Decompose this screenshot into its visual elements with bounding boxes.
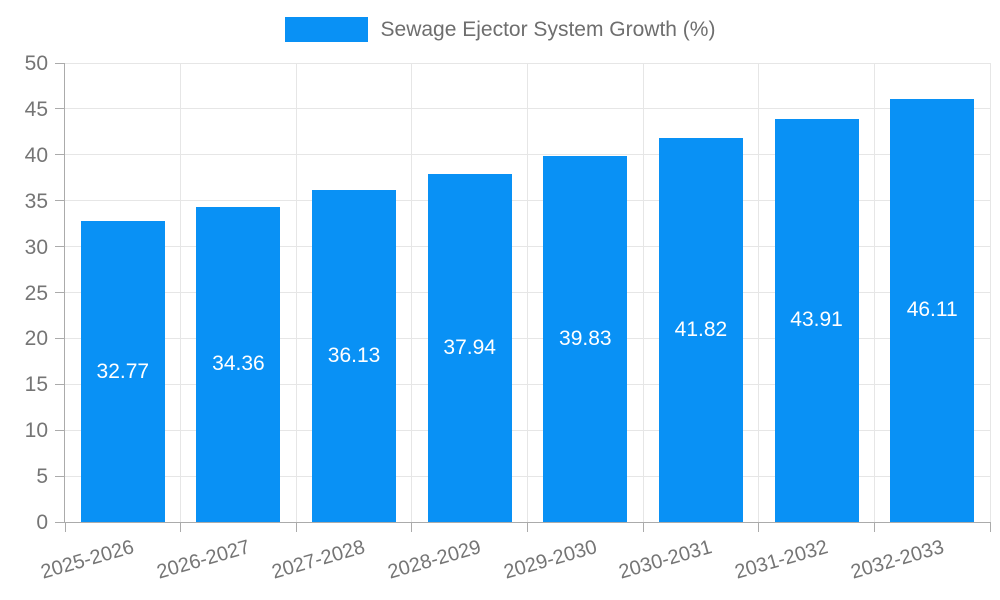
legend-swatch[interactable] — [284, 17, 368, 42]
gridline-vertical — [989, 63, 991, 522]
x-tick-label: 2027-2028 — [269, 536, 368, 584]
y-axis-tick — [55, 154, 65, 156]
y-tick-label: 50 — [24, 52, 48, 75]
bar-value-label: 39.83 — [559, 327, 612, 351]
bar[interactable] — [543, 156, 628, 522]
y-axis-tick — [55, 337, 65, 339]
gridline-vertical — [873, 63, 875, 522]
x-tick-label: 2026-2027 — [154, 536, 253, 584]
y-tick-label: 10 — [24, 419, 48, 443]
x-axis-tick — [527, 522, 528, 532]
gridline-vertical — [758, 63, 760, 522]
x-tick-label: 2025-2026 — [38, 536, 137, 584]
y-axis-tick — [55, 429, 65, 431]
y-axis-tick — [55, 200, 65, 202]
y-axis-tick — [55, 246, 65, 248]
bar-value-label: 37.94 — [443, 335, 496, 359]
gridline-vertical — [295, 63, 297, 522]
gridline-vertical — [527, 63, 528, 522]
bar-value-label: 36.13 — [327, 344, 381, 368]
x-tick-label: 2031-2032 — [732, 536, 831, 584]
y-tick-label: 0 — [36, 511, 48, 534]
y-axis-tick — [55, 475, 65, 477]
y-tick-label: 15 — [24, 373, 48, 397]
x-axis-tick — [758, 522, 760, 532]
gridline-vertical — [642, 63, 644, 522]
y-tick-label: 35 — [24, 189, 48, 213]
x-axis-tick — [873, 522, 875, 532]
y-axis-tick — [55, 292, 65, 293]
bar[interactable] — [196, 206, 281, 522]
y-tick-label: 5 — [36, 465, 48, 489]
bar-value-label: 43.91 — [790, 308, 843, 332]
legend[interactable]: Sewage Ejector System Growth (%) — [0, 17, 1000, 42]
legend-label[interactable]: Sewage Ejector System Growth (%) — [380, 17, 716, 41]
x-tick-label: 2030-2031 — [616, 536, 715, 584]
x-axis-tick — [180, 522, 182, 532]
y-tick-label: 30 — [24, 235, 48, 259]
x-tick-label: 2032-2033 — [847, 536, 946, 584]
bar-value-label: 32.77 — [96, 359, 150, 383]
x-axis — [65, 522, 990, 523]
bar[interactable] — [658, 138, 743, 522]
y-tick-label: 45 — [24, 97, 48, 121]
bar[interactable] — [774, 118, 859, 522]
bar[interactable] — [427, 173, 512, 522]
y-axis-tick — [55, 521, 65, 523]
bar[interactable] — [80, 221, 165, 522]
gridline-vertical — [180, 63, 182, 522]
bar[interactable] — [890, 98, 975, 522]
x-tick-label: 2028-2029 — [385, 536, 484, 584]
x-axis-tick — [64, 522, 66, 532]
x-axis-tick — [411, 522, 413, 532]
gridline-vertical — [411, 63, 413, 522]
x-axis-tick — [295, 522, 297, 532]
y-axis — [64, 63, 65, 523]
y-tick-label: 40 — [24, 143, 48, 167]
y-axis-tick — [55, 62, 65, 64]
bar-value-label: 41.82 — [674, 318, 728, 342]
x-axis-tick — [642, 522, 644, 532]
bar[interactable] — [312, 190, 397, 522]
y-tick-label: 25 — [24, 281, 48, 305]
y-axis-tick — [55, 108, 65, 110]
bar-value-label: 46.11 — [906, 298, 958, 322]
bar-value-label: 34.36 — [212, 352, 265, 376]
x-tick-label: 2029-2030 — [501, 536, 600, 584]
y-axis-tick — [55, 383, 65, 385]
y-tick-label: 20 — [24, 327, 48, 351]
x-axis-tick — [989, 522, 991, 532]
